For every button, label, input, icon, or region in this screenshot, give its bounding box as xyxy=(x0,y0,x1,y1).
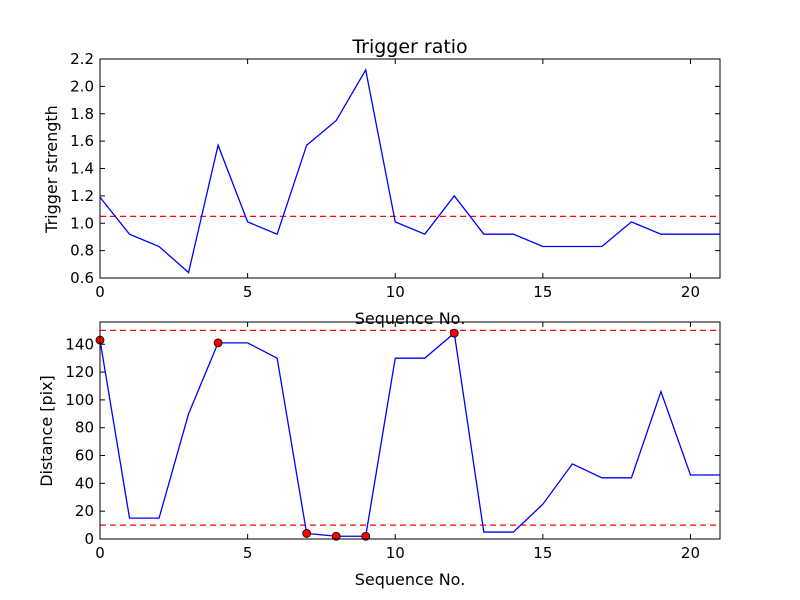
chart-title: Trigger ratio xyxy=(351,36,467,58)
y-axis-label: Distance [pix] xyxy=(37,375,56,487)
y-tick-label: 1.4 xyxy=(70,160,94,178)
y-tick-label: 0.6 xyxy=(70,269,94,287)
y-tick-label: 1.2 xyxy=(70,187,94,205)
x-tick-label: 5 xyxy=(243,283,253,301)
data-point-marker xyxy=(450,329,458,337)
x-axis-label: Sequence No. xyxy=(355,570,466,589)
x-tick-label: 20 xyxy=(681,283,700,301)
y-tick-label: 0.8 xyxy=(70,242,94,260)
y-tick-label: 1.8 xyxy=(70,105,94,123)
y-tick-label: 1.0 xyxy=(70,214,94,232)
x-tick-label: 0 xyxy=(95,544,105,562)
x-tick-label: 20 xyxy=(681,544,700,562)
y-tick-label: 100 xyxy=(65,391,94,409)
x-tick-label: 0 xyxy=(95,283,105,301)
x-tick-label: 15 xyxy=(533,283,552,301)
y-tick-label: 0 xyxy=(84,530,94,548)
data-point-marker xyxy=(214,339,222,347)
y-tick-label: 2.2 xyxy=(70,50,94,68)
y-tick-label: 60 xyxy=(75,447,94,465)
x-tick-label: 10 xyxy=(386,544,405,562)
x-tick-label: 10 xyxy=(386,283,405,301)
y-tick-label: 2.0 xyxy=(70,77,94,95)
x-axis-label: Sequence No. xyxy=(355,309,466,328)
x-tick-label: 5 xyxy=(243,544,253,562)
y-axis-label: Trigger strength xyxy=(42,105,61,234)
y-tick-label: 40 xyxy=(75,474,94,492)
y-tick-label: 1.6 xyxy=(70,132,94,150)
x-tick-label: 15 xyxy=(533,544,552,562)
y-tick-label: 20 xyxy=(75,502,94,520)
y-tick-label: 80 xyxy=(75,419,94,437)
y-tick-label: 140 xyxy=(65,335,94,353)
data-point-marker xyxy=(303,529,311,537)
y-tick-label: 120 xyxy=(65,363,94,381)
